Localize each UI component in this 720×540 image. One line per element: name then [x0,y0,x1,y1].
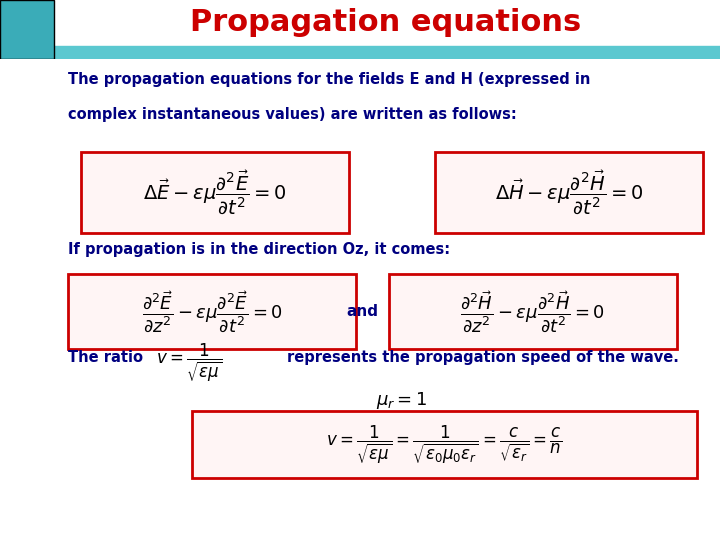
Bar [0,46,720,59]
FancyBboxPatch shape [68,274,356,349]
Text: $\dfrac{\partial^2 \vec{H}}{\partial z^2} - \varepsilon\mu\dfrac{\partial^2 \vec: $\dfrac{\partial^2 \vec{H}}{\partial z^2… [460,289,606,334]
FancyBboxPatch shape [435,152,703,233]
Text: $v = \dfrac{1}{\sqrt{\varepsilon\mu}} = \dfrac{1}{\sqrt{\varepsilon_0\mu_0\varep: $v = \dfrac{1}{\sqrt{\varepsilon\mu}} = … [326,423,563,466]
FancyBboxPatch shape [192,411,697,478]
Text: $\mu_r = 1$: $\mu_r = 1$ [377,390,428,411]
Text: The ratio: The ratio [68,350,143,365]
Text: and: and [346,304,379,319]
Text: represents the propagation speed of the wave.: represents the propagation speed of the … [287,350,679,365]
Text: $\Delta\vec{H} - \varepsilon\mu\dfrac{\partial^2 \vec{H}}{\partial t^2} = 0$: $\Delta\vec{H} - \varepsilon\mu\dfrac{\p… [495,168,643,217]
Text: The propagation equations for the fields E and H (expressed in: The propagation equations for the fields… [68,72,590,87]
Text: complex instantaneous values) are written as follows:: complex instantaneous values) are writte… [68,106,516,122]
Text: $\dfrac{\partial^2 \vec{E}}{\partial z^2} - \varepsilon\mu\dfrac{\partial^2 \vec: $\dfrac{\partial^2 \vec{E}}{\partial z^2… [142,289,282,334]
FancyBboxPatch shape [389,274,677,349]
FancyBboxPatch shape [0,0,54,59]
Text: Propagation equations: Propagation equations [189,8,581,37]
Text: Antennas – G. Villemaud   24: Antennas – G. Villemaud 24 [209,508,454,523]
FancyBboxPatch shape [81,152,349,233]
Text: $v = \dfrac{1}{\sqrt{\varepsilon\mu}}$: $v = \dfrac{1}{\sqrt{\varepsilon\mu}}$ [156,342,222,384]
Text: $\Delta\vec{E} - \varepsilon\mu\dfrac{\partial^2 \vec{E}}{\partial t^2} = 0$: $\Delta\vec{E} - \varepsilon\mu\dfrac{\p… [143,168,287,217]
Text: If propagation is in the direction Oz, it comes:: If propagation is in the direction Oz, i… [68,242,450,257]
